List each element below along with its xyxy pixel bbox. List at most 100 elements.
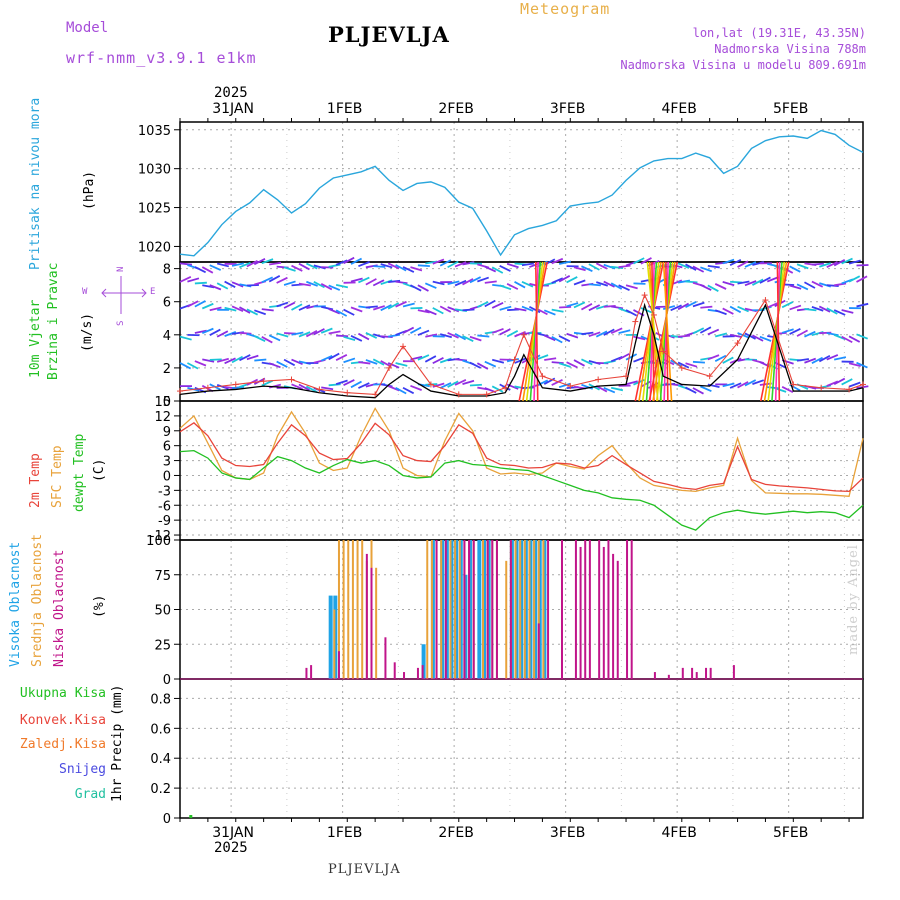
cloud-bar bbox=[514, 540, 517, 679]
wind-barb bbox=[194, 300, 206, 308]
wind-barb bbox=[268, 334, 281, 342]
panel-frame bbox=[179, 678, 864, 819]
wind-barb bbox=[424, 309, 437, 316]
cloud-bar bbox=[616, 560, 619, 679]
wind-barb bbox=[402, 266, 415, 273]
wind-barb bbox=[729, 382, 742, 389]
day-label-bottom: 4FEB bbox=[661, 825, 696, 841]
wind-barb bbox=[372, 358, 385, 366]
cloud-bar bbox=[653, 672, 656, 679]
cloud-bar bbox=[328, 595, 333, 679]
wind-barb bbox=[246, 354, 259, 361]
wind-barb bbox=[283, 266, 296, 272]
wind-barb bbox=[291, 264, 303, 272]
wind-barb bbox=[194, 329, 207, 334]
bottom-year: 2025 bbox=[214, 840, 248, 856]
cloud-bar bbox=[333, 609, 336, 679]
wind-barb bbox=[335, 353, 348, 361]
wind-barb bbox=[566, 276, 578, 284]
wind-barb bbox=[499, 264, 511, 272]
wind-barb bbox=[432, 357, 444, 365]
cloud-bar bbox=[337, 540, 340, 679]
wind-barb bbox=[722, 356, 734, 364]
wind-barb bbox=[387, 302, 400, 310]
cloud-bar bbox=[351, 540, 354, 679]
cloud-bar bbox=[444, 540, 447, 679]
wind-barb bbox=[536, 307, 548, 316]
wind-barb bbox=[752, 379, 765, 385]
wind-barb bbox=[499, 328, 511, 336]
y-tick-label: 100 bbox=[146, 534, 171, 549]
y-tick-label: 3 bbox=[163, 455, 171, 470]
wind-barb bbox=[737, 305, 749, 313]
wind-barb bbox=[581, 331, 594, 336]
wind-barb bbox=[313, 328, 325, 336]
wind-barb bbox=[373, 265, 386, 268]
wind-barb bbox=[685, 362, 698, 368]
wind-barb bbox=[246, 284, 259, 287]
cloud-bar bbox=[463, 540, 466, 679]
cloud-bar bbox=[732, 665, 735, 679]
cloud-bar bbox=[337, 651, 340, 679]
wind-barb bbox=[506, 330, 519, 338]
wind-barb bbox=[737, 381, 749, 389]
wind-barb bbox=[544, 357, 557, 361]
wind-barb bbox=[596, 281, 609, 287]
wind-barb bbox=[253, 258, 266, 266]
wind-barb bbox=[194, 281, 207, 285]
wind-barb bbox=[298, 262, 310, 271]
wind-barb bbox=[811, 262, 824, 266]
wind-barb bbox=[759, 361, 772, 368]
wind-barb bbox=[484, 280, 497, 284]
wind-barb bbox=[328, 330, 341, 335]
wind-barb bbox=[581, 302, 593, 311]
page-title: PLJEVLJA bbox=[328, 22, 450, 47]
wind-barb bbox=[692, 360, 705, 364]
compass-w: W bbox=[82, 287, 88, 297]
wind-barb bbox=[759, 335, 772, 342]
cloud-bar bbox=[528, 540, 531, 679]
wind-barb bbox=[833, 309, 846, 316]
wind-barb bbox=[291, 331, 304, 336]
wind-barb bbox=[789, 265, 801, 273]
cloud-bar bbox=[384, 637, 387, 679]
wind-barb bbox=[179, 262, 193, 266]
gust-line bbox=[179, 293, 864, 395]
wind-barb bbox=[187, 362, 199, 370]
wind-gust-fan bbox=[662, 261, 673, 402]
wind-barb bbox=[781, 328, 794, 334]
cloud-bar bbox=[598, 540, 601, 679]
wind-barb bbox=[581, 358, 593, 366]
wind-barb bbox=[744, 280, 757, 287]
wind-barb bbox=[633, 335, 646, 341]
wind-barb bbox=[261, 276, 274, 284]
wind-barb bbox=[692, 327, 705, 335]
wind-barb bbox=[491, 266, 504, 274]
cloud-bar bbox=[403, 672, 406, 679]
wind-barb bbox=[216, 357, 229, 363]
wind-barb bbox=[209, 284, 222, 291]
y-tick-label: 8 bbox=[163, 263, 171, 278]
wind-barb bbox=[387, 362, 400, 369]
wind-barb bbox=[372, 279, 385, 287]
cloud-bar bbox=[435, 540, 438, 679]
model-name: wrf-nmm_v3.9.1 e1km bbox=[66, 49, 257, 67]
wind-barb bbox=[187, 300, 199, 308]
wind-barb bbox=[373, 305, 385, 311]
wind-barb bbox=[335, 379, 348, 385]
cloud-bar bbox=[547, 540, 550, 679]
wind-barb bbox=[224, 331, 237, 337]
wind-gust-fan bbox=[776, 261, 781, 402]
wind-barb bbox=[410, 326, 422, 334]
wind-barb bbox=[848, 259, 861, 265]
wind-barb bbox=[350, 277, 363, 283]
wind-barb bbox=[224, 280, 236, 289]
y-tick-label: 2 bbox=[163, 362, 171, 377]
cloud-bar bbox=[542, 540, 545, 679]
wind-barb bbox=[558, 362, 571, 368]
wind-barb bbox=[216, 262, 230, 268]
wind-barb bbox=[818, 354, 831, 363]
y-tick-label: 1035 bbox=[138, 124, 171, 139]
precip-frz-label: Zaledj.Kisa bbox=[19, 737, 106, 752]
compass-icon bbox=[101, 276, 147, 314]
